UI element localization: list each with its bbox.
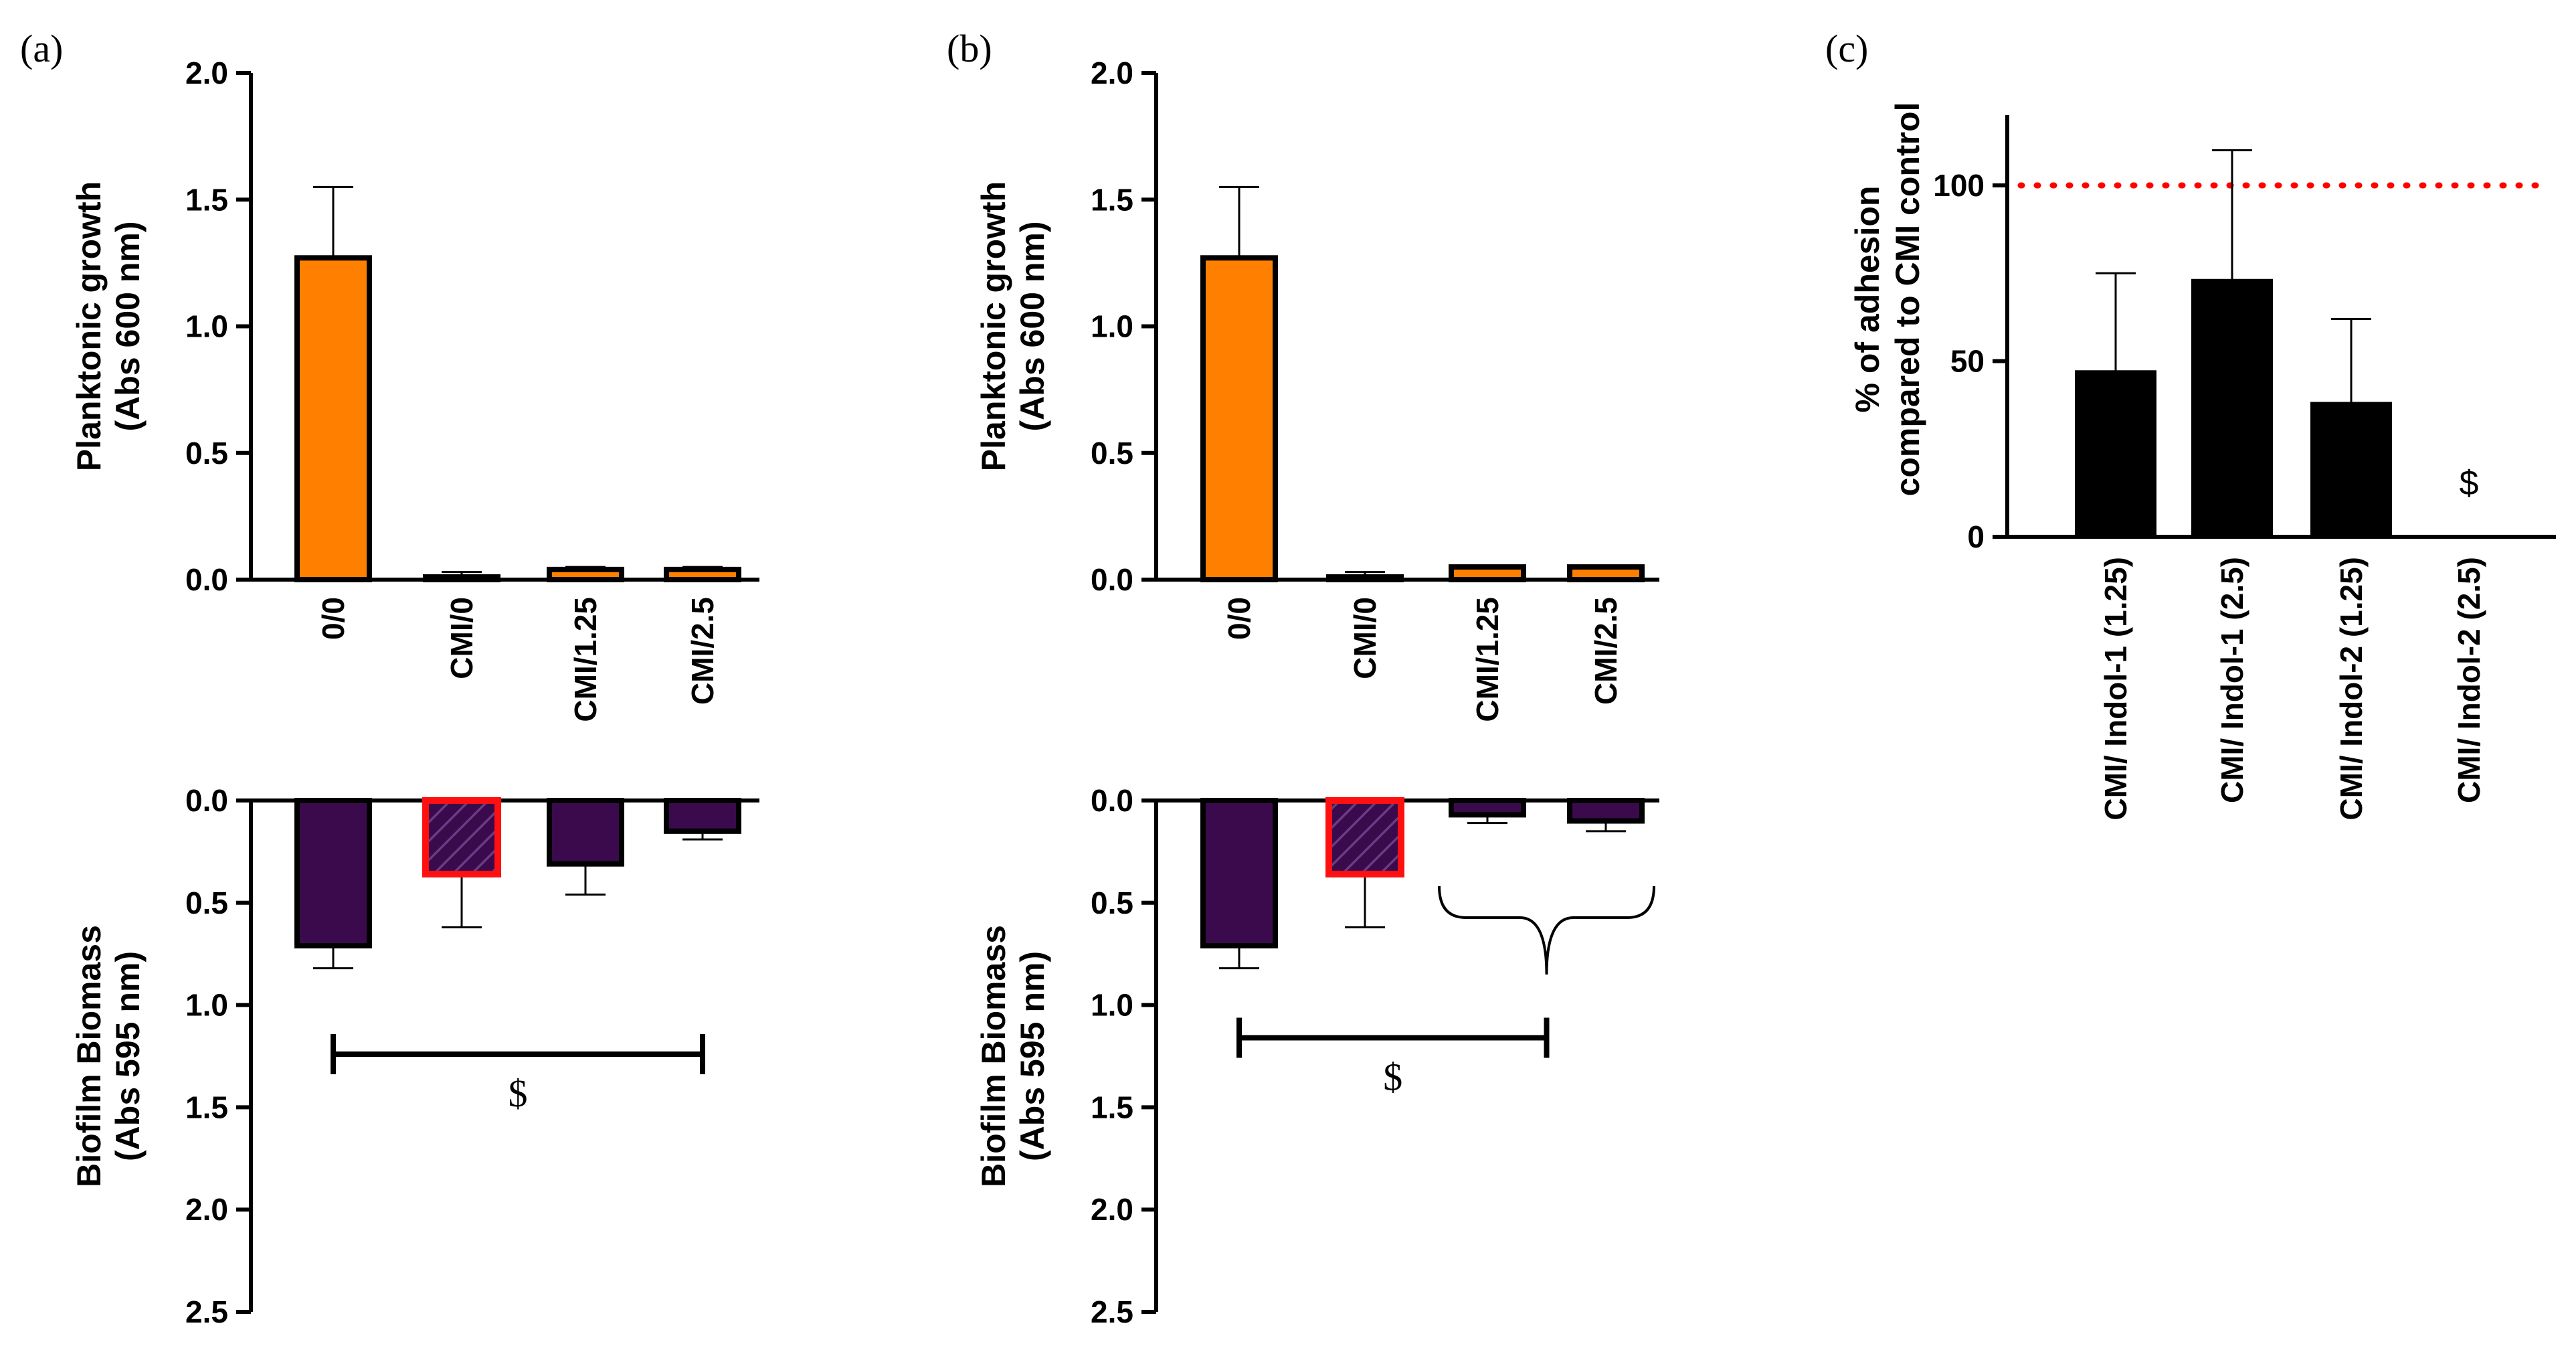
planktonic-bar-0/0 <box>1200 255 1278 582</box>
c-x-category-label: CMI/ Indol-1 (1.25) <box>2098 557 2133 821</box>
biofilm-y-tick-label: 0.5 <box>185 885 228 920</box>
c-y-tick-label: 0 <box>1967 519 1985 554</box>
biofilm-y-tick-label: 2.5 <box>1091 1294 1133 1329</box>
biofilm-bar-CMI/1.25 <box>547 798 624 867</box>
biofilm-bar-0/0 <box>294 798 372 948</box>
x-category-label: 0/0 <box>1222 597 1257 640</box>
biofilm-bar-CMI/0 <box>422 797 501 878</box>
brace-bracket <box>1438 885 1655 975</box>
panel-c: (c) 0 50 100 % of adhesion compared to CMI co… <box>1825 27 2556 821</box>
planktonic-bar-CMI/2.5 <box>1567 564 1645 583</box>
biofilm-bar-CMI/2.5 <box>664 798 741 834</box>
biofilm-y-tick-label: 2.0 <box>185 1192 228 1227</box>
x-category-label: CMI/2.5 <box>685 597 720 705</box>
significance-symbol: $ <box>1383 1055 1402 1098</box>
biofilm-y-title-line1: Biofilm Biomass <box>975 925 1012 1187</box>
biofilm-y-tick-label: 0.5 <box>1091 885 1133 920</box>
biofilm-y-tick-label: 1.5 <box>185 1090 228 1124</box>
c-bar-CMI/ Indol-1 (2.5) <box>2191 278 2273 538</box>
significance-symbol: $ <box>509 1072 528 1115</box>
biofilm-bar-0/0 <box>1200 798 1278 948</box>
planktonic-bar-CMI/1.25 <box>1449 564 1526 583</box>
planktonic-y-tick-label: 2.0 <box>1091 56 1133 90</box>
c-bar-CMI/ Indol-1 (1.25) <box>2075 370 2156 538</box>
planktonic-bar-CMI/1.25 <box>547 566 624 582</box>
biofilm-y-tick-label: 2.0 <box>1091 1192 1133 1227</box>
c-significance-symbol: $ <box>2460 464 2479 503</box>
biofilm-bar-CMI/2.5 <box>1567 798 1645 824</box>
planktonic-y-title-line1: Planktonic growth <box>975 181 1012 471</box>
x-category-label: CMI/0 <box>444 597 479 679</box>
x-category-label: CMI/2.5 <box>1588 597 1623 705</box>
panel-label-c: (c) <box>1825 27 1868 70</box>
planktonic-y-tick-label: 0.0 <box>185 562 228 597</box>
biofilm-y-tick-label: 1.0 <box>185 988 228 1023</box>
c-y-title-line1: % of adhesion <box>1849 186 1886 413</box>
c-x-category-label: CMI/ Indol-2 (2.5) <box>2452 557 2486 803</box>
planktonic-bar-CMI/0 <box>1326 574 1404 582</box>
x-category-label: 0/0 <box>316 597 351 640</box>
biofilm-y-title-line1: Biofilm Biomass <box>70 925 108 1187</box>
planktonic-y-title-line1: Planktonic growth <box>70 181 108 471</box>
planktonic-y-tick-label: 0.5 <box>1091 436 1133 471</box>
c-x-category-label: CMI/ Indol-1 (2.5) <box>2215 557 2249 803</box>
c-y-tick-label: 50 <box>1950 344 1985 379</box>
biofilm-bar-CMI/1.25 <box>1449 798 1526 818</box>
planktonic-y-tick-label: 0.5 <box>185 436 228 471</box>
planktonic-y-tick-label: 1.5 <box>1091 182 1133 217</box>
planktonic-y-tick-label: 0.0 <box>1091 562 1133 597</box>
planktonic-bar-CMI/2.5 <box>664 566 741 582</box>
panel-label-b: (b) <box>947 27 992 70</box>
planktonic-y-tick-label: 1.0 <box>185 309 228 344</box>
planktonic-y-tick-label: 1.5 <box>185 182 228 217</box>
planktonic-y-title-line2: (Abs 600 nm) <box>1014 222 1051 432</box>
planktonic-bar-CMI/0 <box>423 574 500 582</box>
biofilm-y-tick-label: 0.0 <box>185 783 228 818</box>
c-bar-CMI/ Indol-2 (1.25) <box>2310 402 2392 538</box>
biofilm-y-tick-label: 0.0 <box>1091 783 1133 818</box>
x-category-label: CMI/0 <box>1348 597 1382 679</box>
panel-label-a: (a) <box>20 27 63 70</box>
biofilm-y-tick-label: 2.5 <box>185 1294 228 1329</box>
planktonic-y-tick-label: 1.0 <box>1091 309 1133 344</box>
biofilm-y-title-line2: (Abs 595 nm) <box>1014 951 1051 1161</box>
biofilm-y-title-line2: (Abs 595 nm) <box>109 951 147 1161</box>
biofilm-y-tick-label: 1.5 <box>1091 1090 1133 1124</box>
planktonic-y-tick-label: 2.0 <box>185 56 228 90</box>
planktonic-bar-0/0 <box>294 255 372 582</box>
planktonic-y-title-line2: (Abs 600 nm) <box>109 222 147 432</box>
c-y-tick-label: 100 <box>1933 168 1985 203</box>
c-y-title-line2: compared to CMI control <box>1889 102 1926 497</box>
x-category-label: CMI/1.25 <box>1470 597 1505 722</box>
biofilm-bar-CMI/0 <box>1325 797 1404 878</box>
x-category-label: CMI/1.25 <box>568 597 603 722</box>
biofilm-y-tick-label: 1.0 <box>1091 988 1133 1023</box>
c-x-category-label: CMI/ Indol-2 (1.25) <box>2334 557 2369 821</box>
